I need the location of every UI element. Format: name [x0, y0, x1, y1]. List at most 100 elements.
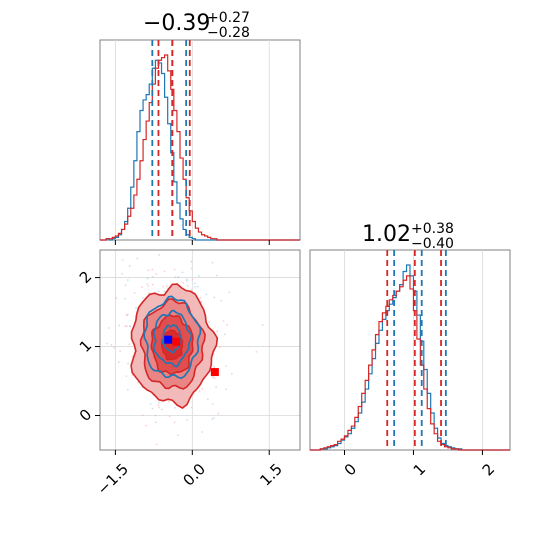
sample-point	[121, 272, 124, 275]
sample-point	[216, 330, 219, 333]
sample-point	[127, 362, 129, 365]
sample-point	[155, 273, 158, 276]
sample-point	[160, 408, 163, 411]
sample-point	[163, 270, 166, 273]
sample-point	[186, 419, 188, 421]
sample-point	[146, 283, 149, 285]
joint-panel	[99, 249, 301, 451]
contour-line	[160, 329, 184, 361]
sample-point	[185, 278, 188, 281]
sample-point	[128, 325, 131, 328]
sample-point	[208, 321, 210, 324]
y-tick-label: 2	[76, 267, 95, 286]
sample-point	[190, 260, 193, 263]
sample-point	[163, 290, 166, 293]
sample-point	[196, 285, 199, 288]
sample-point	[151, 283, 154, 286]
sample-point	[155, 443, 158, 446]
sample-point	[128, 265, 131, 267]
sample-point	[151, 268, 154, 271]
sample-point	[125, 375, 128, 378]
sample-point	[211, 403, 214, 405]
sample-point	[190, 289, 193, 291]
sample-point	[149, 403, 152, 405]
sample-point	[141, 297, 144, 299]
sample-point	[206, 398, 209, 401]
sample-point	[133, 292, 136, 294]
sample-point	[213, 377, 216, 380]
sample-point	[126, 314, 129, 317]
contour-line	[143, 295, 202, 380]
x-tick-label: −1.5	[94, 460, 132, 498]
sample-point	[255, 350, 258, 353]
sample-point	[222, 320, 225, 323]
sample-point	[215, 386, 217, 389]
sample-point	[220, 299, 223, 302]
sample-point	[173, 268, 176, 271]
marginal-y-title-minus: −0.40	[411, 236, 454, 252]
x-tick-label: 0	[341, 460, 360, 479]
sample-point	[213, 365, 215, 368]
sample-point	[174, 406, 177, 409]
sample-point	[177, 276, 180, 279]
histogram-series	[310, 275, 510, 451]
sample-point	[201, 431, 203, 433]
sample-point	[136, 381, 139, 384]
sample-point	[162, 285, 165, 288]
y-tick-label: 0	[76, 405, 95, 424]
sample-point	[157, 404, 160, 407]
sample-point	[136, 257, 139, 260]
sample-point	[128, 343, 131, 346]
sample-point	[226, 323, 228, 326]
sample-point	[118, 324, 121, 327]
sample-point	[211, 261, 214, 264]
sample-point	[205, 293, 208, 296]
sample-point	[224, 388, 227, 391]
sample-point	[174, 276, 177, 278]
sample-point	[154, 421, 157, 424]
contour-line	[139, 298, 206, 390]
sample-point	[173, 421, 176, 424]
sample-point	[185, 279, 188, 282]
x-tick-label: 1	[410, 460, 429, 479]
sample-point	[124, 284, 127, 287]
marker	[172, 337, 181, 346]
sample-point	[117, 361, 120, 364]
sample-point	[145, 424, 148, 427]
marginal-y-title-plus: +0.38	[411, 221, 454, 237]
sample-point	[157, 290, 160, 293]
sample-point	[141, 286, 144, 289]
sample-point	[230, 372, 233, 375]
marginal-x-frame	[99, 39, 301, 241]
sample-point	[181, 271, 184, 274]
sample-point	[190, 406, 193, 409]
x-tick-label: 0.0	[179, 460, 209, 490]
sample-point	[124, 297, 126, 300]
sample-point	[125, 325, 128, 327]
contour-line	[152, 309, 193, 368]
sample-point	[151, 276, 154, 278]
sample-point	[223, 333, 226, 336]
sample-point	[124, 325, 127, 328]
sample-point	[167, 400, 170, 403]
sample-point	[213, 417, 215, 419]
sample-point	[201, 387, 204, 390]
sample-point	[106, 342, 108, 345]
contour-line	[130, 283, 219, 409]
marginal-x-panel: −0.39 +0.27 −0.28	[99, 10, 301, 241]
sample-point	[158, 401, 160, 404]
sample-point	[217, 412, 220, 415]
sample-point	[228, 291, 231, 294]
sample-point	[147, 285, 150, 287]
marginal-x-title-minus: −0.28	[207, 25, 250, 41]
sample-point	[187, 285, 189, 287]
sample-point	[126, 279, 129, 281]
contour-line	[150, 314, 194, 375]
sample-point	[168, 415, 171, 418]
sample-point	[121, 259, 124, 261]
sample-point	[131, 355, 134, 358]
marginal-x-title-plus: +0.27	[207, 10, 250, 26]
sample-point	[115, 297, 118, 300]
marker	[210, 368, 219, 377]
